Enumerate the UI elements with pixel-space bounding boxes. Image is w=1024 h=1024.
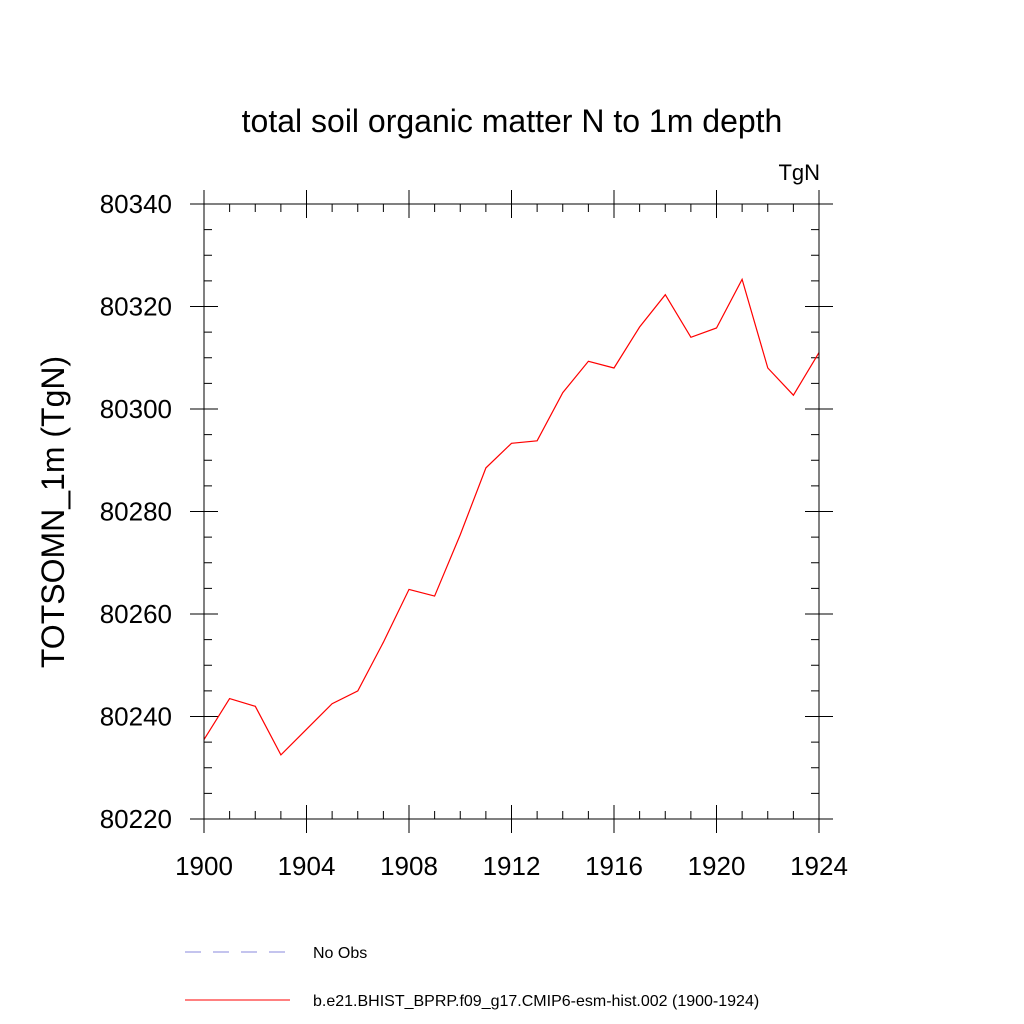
y-tick-label: 80320	[100, 292, 172, 322]
y-axis-label: TOTSOMN_1m (TgN)	[35, 356, 71, 668]
x-tick-label: 1912	[483, 851, 541, 881]
x-tick-label: 1920	[688, 851, 746, 881]
legend-label-1: b.e21.BHIST_BPRP.f09_g17.CMIP6-esm-hist.…	[313, 993, 759, 1010]
y-tick-label: 80340	[100, 189, 172, 219]
legend: No Obs b.e21.BHIST_BPRP.f09_g17.CMIP6-esm…	[185, 945, 759, 1010]
y-tick-label: 80300	[100, 394, 172, 424]
x-tick-label: 1908	[380, 851, 438, 881]
legend-label-0: No Obs	[313, 945, 367, 962]
units-label: TgN	[778, 160, 820, 185]
plot-frame	[203, 203, 820, 820]
x-tick-label: 1904	[278, 851, 336, 881]
y-tick-label: 80260	[100, 599, 172, 629]
series-line-0	[203, 277, 820, 756]
x-tick-label: 1916	[585, 851, 643, 881]
chart-title: total soil organic matter N to 1m depth	[242, 103, 783, 139]
x-tick-label: 1924	[790, 851, 848, 881]
y-tick-label: 80220	[100, 804, 172, 834]
series-layer	[203, 277, 820, 756]
y-tick-label: 80240	[100, 702, 172, 732]
x-tick-label: 1900	[175, 851, 233, 881]
y-tick-label: 80280	[100, 497, 172, 527]
axis-ticks: 1900 1904 1908 1912 1916 1920 1924 80220 80240 80…	[100, 189, 848, 881]
